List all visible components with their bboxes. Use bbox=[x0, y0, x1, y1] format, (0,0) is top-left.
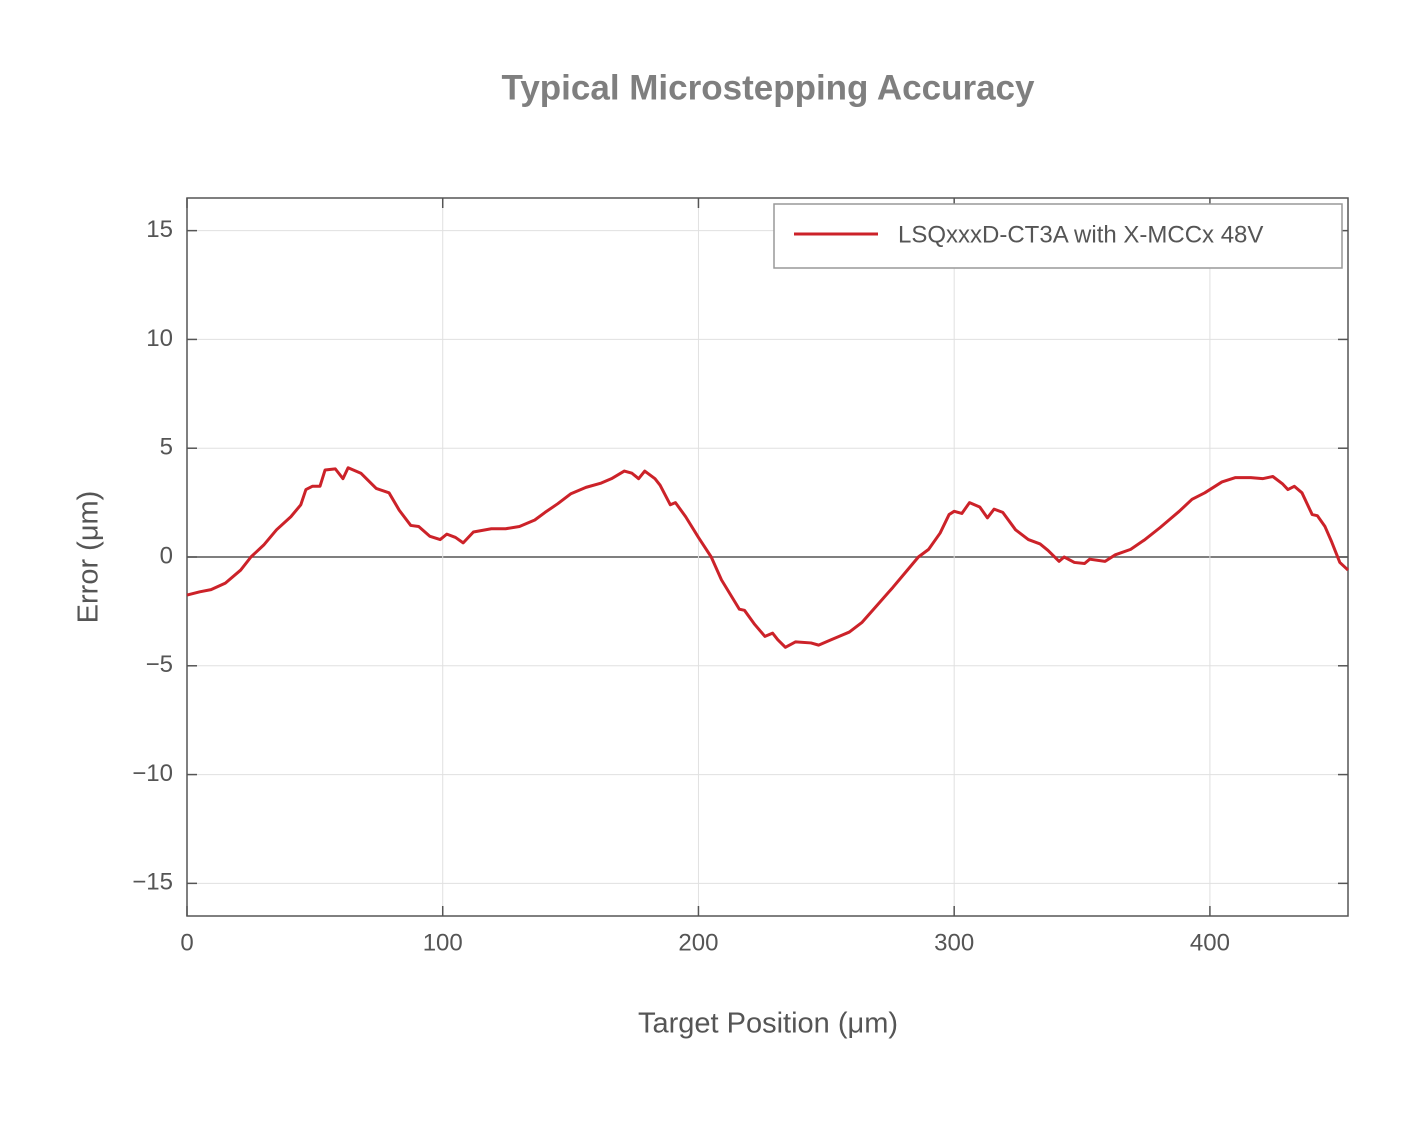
x-tick-label: 200 bbox=[678, 929, 718, 956]
y-tick-label: 0 bbox=[160, 542, 173, 569]
plot-frame bbox=[186, 197, 1349, 917]
x-tick-label: 100 bbox=[423, 929, 463, 956]
y-tick-label: 10 bbox=[146, 325, 173, 352]
y-tick-label: 5 bbox=[160, 434, 173, 461]
y-tick-label: −15 bbox=[132, 869, 173, 896]
x-axis-label: Target Position (μm) bbox=[638, 1008, 898, 1040]
chart-title: Typical Microstepping Accuracy bbox=[502, 68, 1035, 107]
x-tick-label: 400 bbox=[1190, 929, 1230, 956]
y-tick-label: −10 bbox=[132, 760, 173, 787]
legend-box bbox=[773, 203, 1343, 269]
y-axis-label: Error (μm) bbox=[73, 491, 105, 624]
x-tick-label: 0 bbox=[180, 929, 193, 956]
y-tick-label: −5 bbox=[146, 651, 173, 678]
legend-label: LSQxxxD-CT3A with X-MCCx 48V bbox=[898, 221, 1263, 248]
y-tick-label: 15 bbox=[146, 216, 173, 243]
data-line bbox=[186, 466, 1350, 649]
x-tick-label: 300 bbox=[934, 929, 974, 956]
